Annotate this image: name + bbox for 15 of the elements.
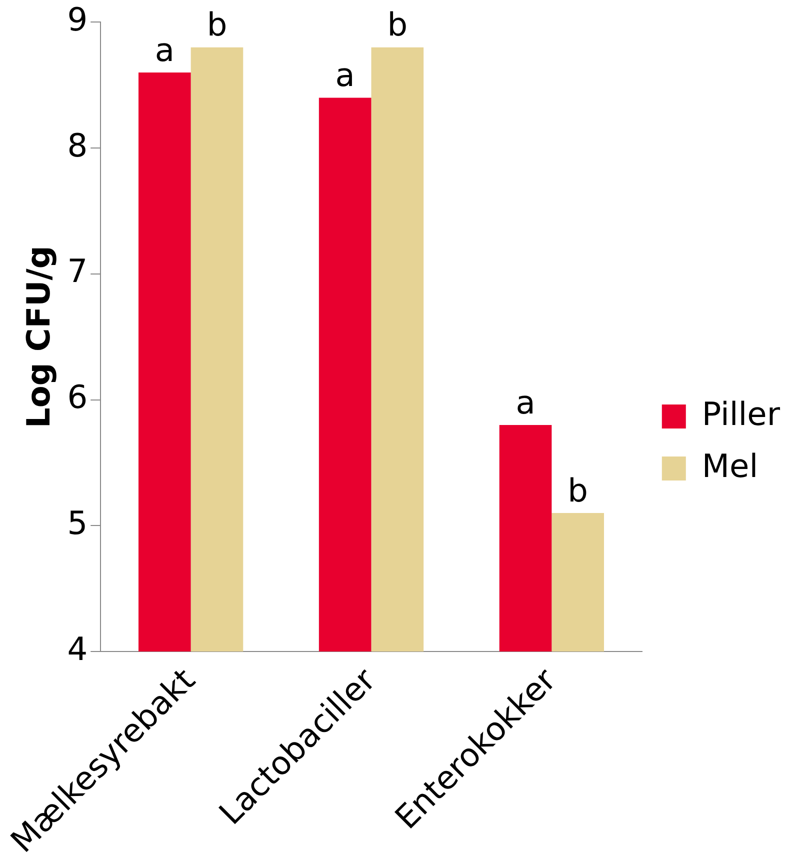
annotation: b: [387, 6, 408, 44]
y-axis-title: Log CFU/g: [19, 246, 58, 428]
annotation: b: [568, 471, 588, 510]
legend-label: Mel: [702, 446, 758, 485]
legend-label: Piller: [702, 394, 781, 433]
annotation: a: [154, 30, 174, 69]
y-tick-label: 5: [67, 504, 88, 542]
annotation: a: [335, 56, 355, 94]
y-tick-label: 9: [67, 0, 88, 39]
y-tick-label: 6: [67, 378, 88, 416]
annotation: a: [516, 383, 536, 422]
y-tick-label: 4: [67, 630, 88, 668]
annotation: b: [206, 6, 228, 44]
y-tick-label: 7: [67, 252, 88, 290]
y-tick-label: 8: [67, 126, 88, 164]
